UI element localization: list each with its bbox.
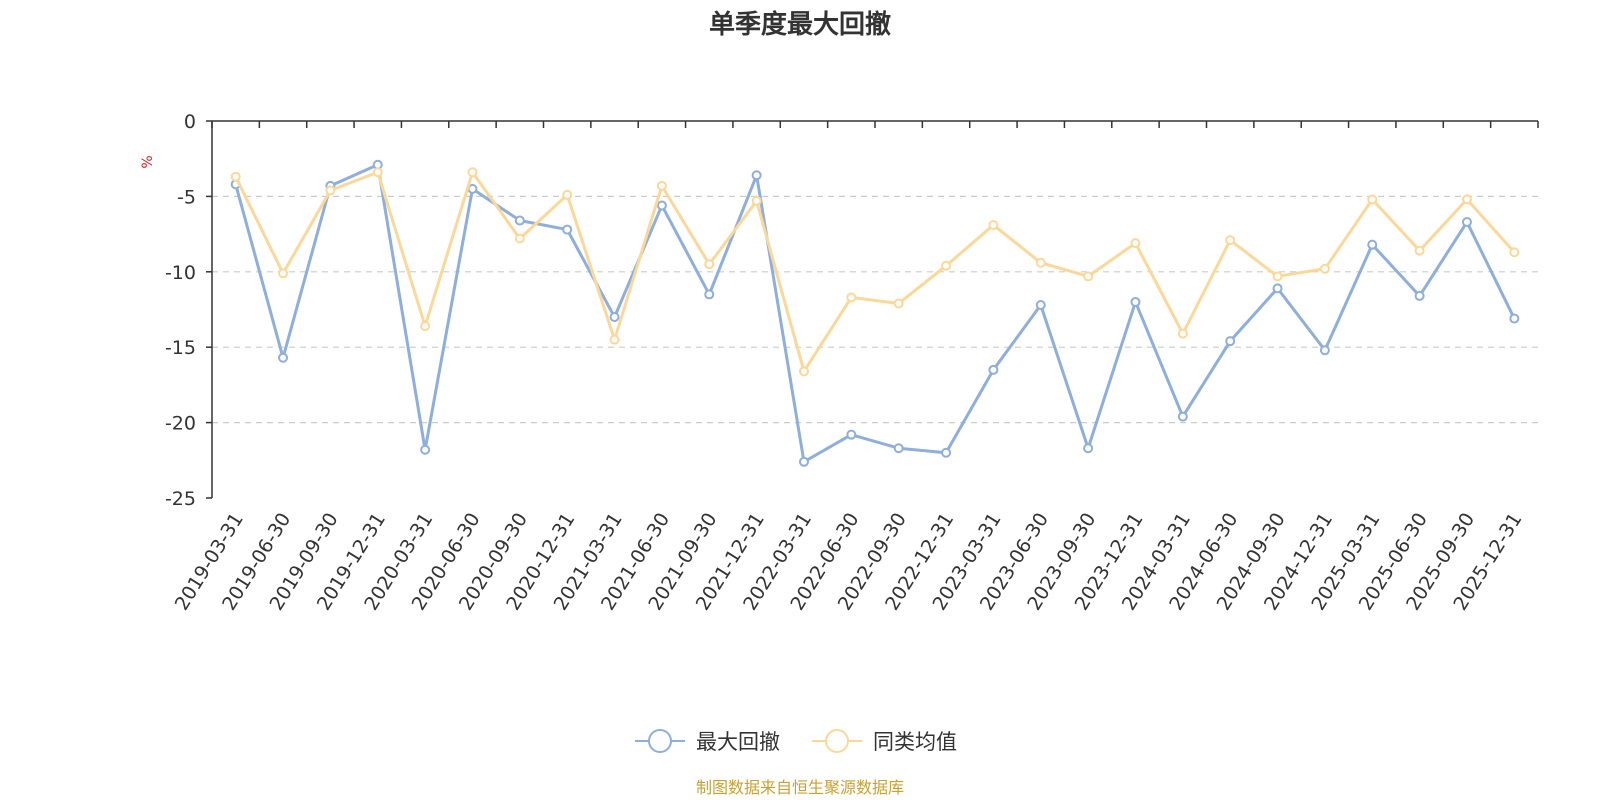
series-point-0 — [562, 224, 573, 235]
series-point-1 — [230, 171, 241, 182]
series-point-0 — [1319, 345, 1330, 356]
series-point-0 — [1461, 217, 1472, 228]
series-point-0 — [278, 352, 289, 363]
legend-label-0: 最大回撤 — [696, 730, 780, 754]
legend-marker-0 — [648, 729, 672, 753]
series-point-0 — [1083, 443, 1094, 454]
series-point-1 — [609, 334, 620, 345]
y-tick-label: 0 — [184, 111, 196, 133]
series-point-0 — [1225, 336, 1236, 347]
series-point-1 — [467, 167, 478, 178]
y-axis-unit: % — [140, 155, 156, 168]
series-point-1 — [278, 268, 289, 279]
series-point-1 — [1177, 328, 1188, 339]
series-point-0 — [1272, 283, 1283, 294]
series-point-1 — [893, 298, 904, 309]
series-point-0 — [656, 200, 667, 211]
series-group — [230, 159, 1520, 467]
series-point-1 — [1225, 235, 1236, 246]
series-point-0 — [1509, 313, 1520, 324]
y-tick-label: -15 — [165, 337, 196, 359]
series-point-0 — [420, 444, 431, 455]
x-tick-labels: 2019-03-312019-06-302019-09-302019-12-31… — [171, 509, 1527, 614]
series-point-1 — [1367, 194, 1378, 205]
series-point-0 — [514, 215, 525, 226]
source-note: 制图数据来自恒生聚源数据库 — [696, 778, 904, 797]
series-point-0 — [1414, 290, 1425, 301]
series-point-1 — [751, 195, 762, 206]
series-point-1 — [1319, 263, 1330, 274]
series-point-0 — [1035, 299, 1046, 310]
series-point-1 — [325, 185, 336, 196]
series-point-0 — [798, 456, 809, 467]
y-tick-label: -20 — [165, 413, 196, 435]
series-point-0 — [1367, 239, 1378, 250]
y-tick-label: -25 — [165, 488, 196, 510]
series-point-1 — [1461, 194, 1472, 205]
legend[interactable]: 最大回撤 同类均值 — [635, 729, 957, 754]
series-point-1 — [1272, 271, 1283, 282]
legend-label-1: 同类均值 — [873, 730, 957, 754]
series-point-1 — [1414, 245, 1425, 256]
series-line-1 — [234, 170, 1516, 373]
series-point-0 — [1130, 296, 1141, 307]
series-point-1 — [1509, 247, 1520, 258]
series-point-0 — [1177, 411, 1188, 422]
series-point-0 — [846, 429, 857, 440]
y-tick-label: -10 — [165, 262, 196, 284]
series-point-0 — [751, 170, 762, 181]
series-point-1 — [420, 321, 431, 332]
series-point-0 — [941, 447, 952, 458]
series-point-1 — [704, 259, 715, 270]
series-point-1 — [562, 189, 573, 200]
series-point-1 — [798, 366, 809, 377]
grid-lines — [212, 195, 1538, 424]
series-point-0 — [893, 443, 904, 454]
series-line-0 — [234, 163, 1516, 464]
series-point-0 — [704, 289, 715, 300]
series-point-0 — [988, 364, 999, 375]
chart-title: 单季度最大回撤 — [709, 9, 891, 40]
legend-marker-1 — [825, 729, 849, 753]
series-point-1 — [1083, 271, 1094, 282]
axes — [206, 120, 1539, 499]
series-point-1 — [656, 180, 667, 191]
series-point-1 — [988, 220, 999, 231]
y-tick-labels: 0 -5 -10 -15 -20 -25 — [165, 111, 196, 510]
series-point-1 — [372, 167, 383, 178]
series-point-1 — [514, 233, 525, 244]
series-point-1 — [846, 292, 857, 303]
series-point-1 — [941, 260, 952, 271]
series-point-1 — [1130, 238, 1141, 249]
series-point-1 — [1035, 257, 1046, 268]
y-tick-label: -5 — [177, 186, 196, 208]
series-point-0 — [609, 312, 620, 323]
